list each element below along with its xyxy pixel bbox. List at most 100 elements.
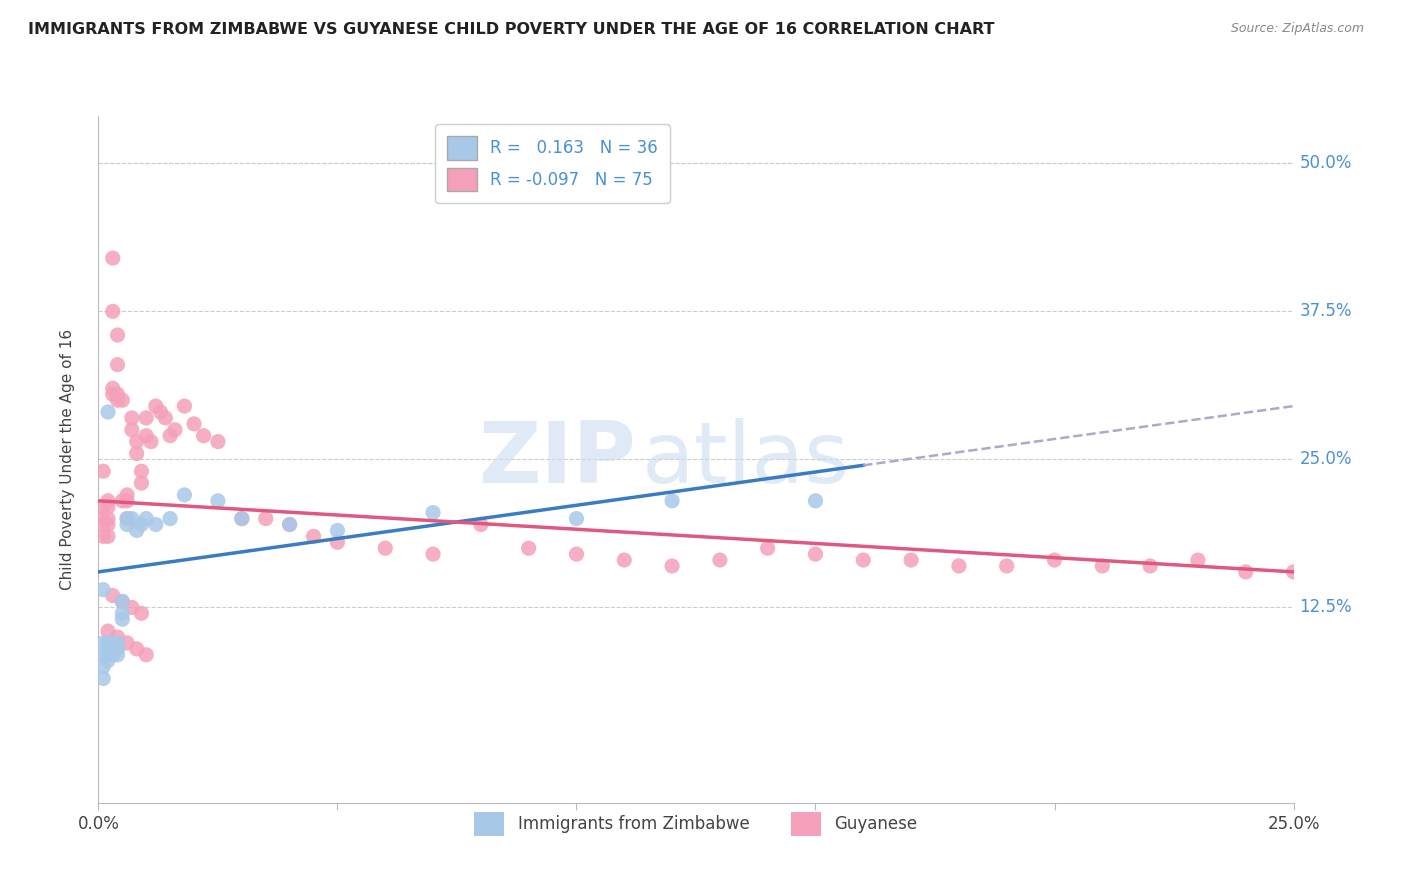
Point (97, 648, 120, 662)
Text: IMMIGRANTS FROM ZIMBABWE VS GUYANESE CHILD POVERTY UNDER THE AGE OF 16 CORRELATI: IMMIGRANTS FROM ZIMBABWE VS GUYANESE CHI… (28, 22, 994, 37)
Point (111, 493, 134, 508)
Point (326, 524, 349, 538)
Point (131, 464, 153, 478)
Point (91, 648, 114, 662)
Point (804, 493, 827, 508)
Point (374, 541, 396, 556)
Point (231, 511, 253, 525)
Point (159, 428, 181, 442)
Point (125, 641, 148, 656)
Point (91, 464, 114, 478)
Point (107, 393, 129, 408)
Text: 12.5%: 12.5% (1299, 599, 1353, 616)
Point (159, 511, 181, 525)
Point (709, 553, 731, 567)
Point (101, 636, 124, 650)
Point (852, 553, 875, 567)
Legend: Immigrants from Zimbabwe, Guyanese: Immigrants from Zimbabwe, Guyanese (468, 805, 924, 843)
Point (111, 393, 134, 408)
Point (97, 500, 120, 514)
Point (121, 511, 143, 525)
Point (135, 511, 157, 525)
Point (422, 547, 444, 561)
Point (97, 405, 120, 419)
Point (1043, 553, 1066, 567)
Point (422, 506, 444, 520)
Point (101, 387, 124, 401)
Point (135, 428, 157, 442)
Point (97, 654, 120, 668)
Point (173, 399, 195, 413)
Point (254, 511, 277, 525)
Point (101, 381, 124, 395)
Point (326, 535, 349, 549)
Point (101, 641, 124, 656)
Point (183, 417, 205, 431)
Point (107, 641, 129, 656)
Point (163, 423, 186, 437)
Point (111, 612, 134, 626)
Point (91, 500, 114, 514)
Point (1139, 558, 1161, 573)
Point (91, 672, 114, 686)
Point (91, 529, 114, 543)
Point (101, 589, 124, 603)
Point (207, 434, 229, 449)
Point (173, 488, 195, 502)
Point (804, 547, 827, 561)
Point (91, 636, 114, 650)
Point (231, 511, 253, 525)
Point (139, 434, 162, 449)
Point (107, 328, 129, 343)
Point (131, 517, 153, 532)
Point (661, 493, 683, 508)
Point (91, 517, 114, 532)
Point (101, 251, 124, 265)
Text: 25.0%: 25.0% (1299, 450, 1353, 468)
Point (135, 648, 157, 662)
Point (1091, 558, 1114, 573)
Text: Source: ZipAtlas.com: Source: ZipAtlas.com (1230, 22, 1364, 36)
Point (948, 558, 970, 573)
Point (91, 659, 114, 673)
Point (207, 493, 229, 508)
Point (111, 594, 134, 608)
Point (115, 636, 138, 650)
Point (565, 511, 588, 525)
Point (278, 517, 301, 532)
Point (131, 476, 153, 491)
Point (91, 582, 114, 597)
Point (97, 517, 120, 532)
Point (107, 636, 129, 650)
Point (125, 434, 148, 449)
Point (101, 648, 124, 662)
Text: 37.5%: 37.5% (1299, 302, 1353, 320)
Point (97, 493, 120, 508)
Point (1187, 553, 1209, 567)
Point (97, 624, 120, 639)
Point (115, 493, 138, 508)
Point (107, 387, 129, 401)
Point (107, 630, 129, 644)
Text: 50.0%: 50.0% (1299, 154, 1353, 172)
Point (115, 517, 138, 532)
Point (97, 511, 120, 525)
Point (1282, 565, 1305, 579)
Point (121, 411, 143, 425)
Point (125, 446, 148, 460)
Point (193, 428, 215, 442)
Point (565, 547, 588, 561)
Point (135, 411, 157, 425)
Point (900, 553, 922, 567)
Point (278, 517, 301, 532)
Point (97, 636, 120, 650)
Point (125, 524, 148, 538)
Point (115, 511, 138, 525)
Text: ZIP: ZIP (478, 417, 637, 501)
Text: atlas: atlas (643, 417, 851, 501)
Point (107, 648, 129, 662)
Point (302, 529, 325, 543)
Point (613, 553, 636, 567)
Point (107, 358, 129, 372)
Point (145, 517, 167, 532)
